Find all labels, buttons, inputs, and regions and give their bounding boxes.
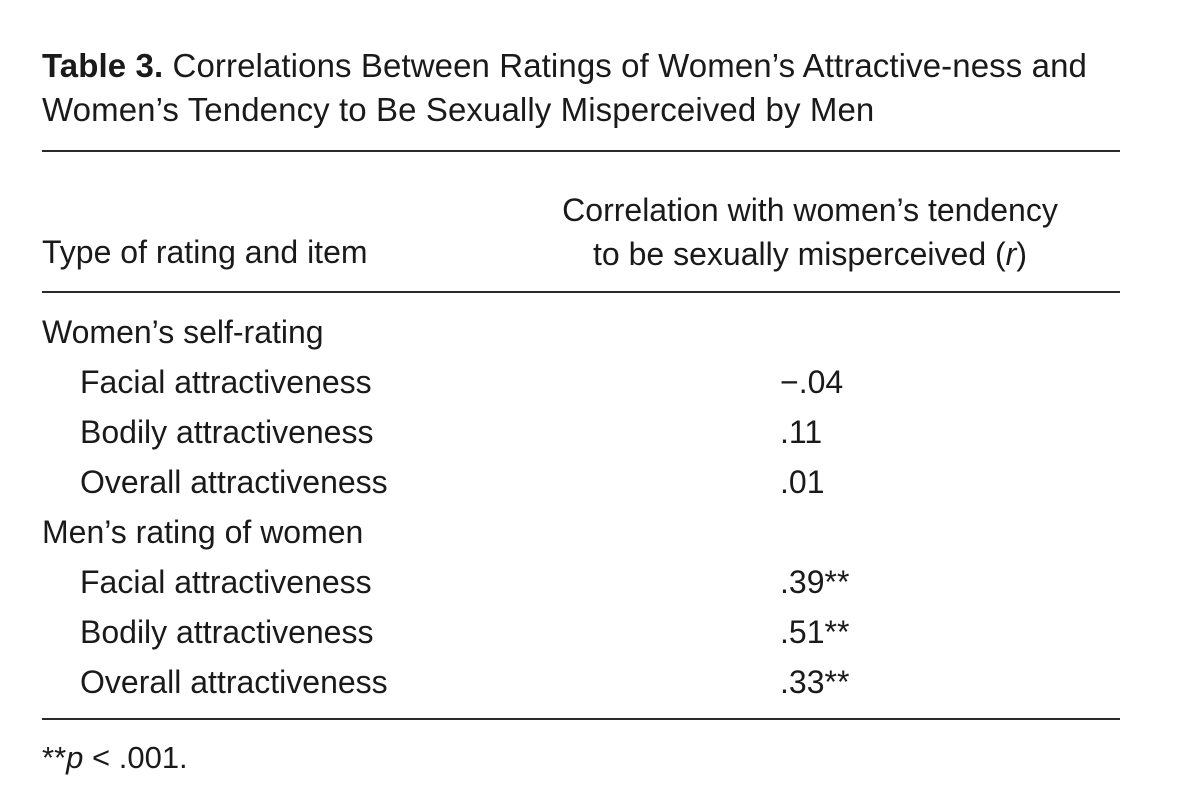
item-name: Overall attractiveness — [80, 464, 388, 500]
item-value: .33** — [780, 664, 850, 700]
footnote-threshold: < .001. — [83, 740, 188, 775]
column-header-correlation-line2-text: to be sexually misperceived ( — [593, 236, 1006, 272]
group-label: Women’s self-rating — [42, 314, 324, 350]
item-value: .39** — [780, 564, 850, 600]
table-row-group-mens-rating: Men’s rating of women — [0, 507, 1200, 557]
table-row: Overall attractiveness .33** — [0, 657, 1200, 707]
column-header-close-paren: ) — [1016, 236, 1027, 272]
table-row: Facial attractiveness −.04 — [0, 357, 1200, 407]
table-caption-text: Correlations Between Ratings of Women’s … — [42, 47, 1087, 128]
column-header-correlation-line1: Correlation with women’s tendency — [562, 192, 1058, 228]
item-value: −.04 — [780, 364, 844, 400]
table-row: Bodily attractiveness .11 — [0, 407, 1200, 457]
table-caption: Table 3. Correlations Between Ratings of… — [42, 44, 1102, 132]
item-name: Facial attractiveness — [80, 364, 372, 400]
item-name: Overall attractiveness — [80, 664, 388, 700]
table-footnote: **p < .001. — [42, 736, 188, 780]
top-rule — [42, 150, 1120, 152]
item-name: Facial attractiveness — [80, 564, 372, 600]
table-label: Table 3. — [42, 47, 164, 84]
group-label: Men’s rating of women — [42, 514, 364, 550]
footnote-stars: ** — [42, 740, 67, 775]
footnote-p-symbol: p — [66, 740, 84, 775]
table-row: Bodily attractiveness .51** — [0, 607, 1200, 657]
item-name: Bodily attractiveness — [80, 614, 374, 650]
item-value: .11 — [780, 414, 823, 450]
table-row: Facial attractiveness .39** — [0, 557, 1200, 607]
column-header-type: Type of rating and item — [42, 234, 368, 270]
column-header-r-symbol: r — [1005, 236, 1017, 272]
table-row-group-self-rating: Women’s self-rating — [0, 307, 1200, 357]
table-row: Overall attractiveness .01 — [0, 457, 1200, 507]
header-rule — [42, 291, 1120, 293]
item-value: .51** — [780, 614, 850, 650]
item-name: Bodily attractiveness — [80, 414, 374, 450]
column-header-correlation: Correlation with women’s tendency to be … — [500, 188, 1120, 276]
bottom-rule — [42, 718, 1120, 720]
item-value: .01 — [780, 464, 825, 500]
column-header-correlation-line2: to be sexually misperceived (r) — [500, 232, 1120, 276]
